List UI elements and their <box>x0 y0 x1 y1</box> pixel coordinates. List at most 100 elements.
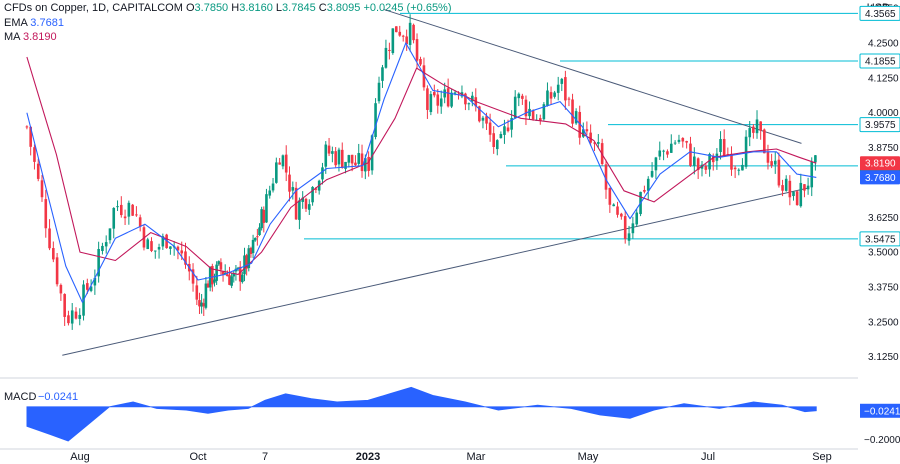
y-tick-label: 3.6250 <box>868 213 899 224</box>
candle-body <box>260 209 263 229</box>
candle-body <box>238 266 242 282</box>
low-value: 3.7845 <box>282 2 316 14</box>
candle-body <box>773 160 777 165</box>
x-tick-label: May <box>578 451 599 463</box>
candle-body <box>646 178 650 191</box>
candle-body <box>654 157 658 171</box>
candle-body <box>350 154 354 164</box>
high-label: H <box>231 2 240 14</box>
candle-body <box>467 103 471 105</box>
candle-body <box>44 199 48 229</box>
y-tick-label: 3.5000 <box>868 248 899 259</box>
level-price-label: 4.1855 <box>865 57 896 68</box>
ma-legend[interactable]: MA 3.8190 <box>4 31 57 43</box>
open-value: 3.7850 <box>194 2 229 14</box>
candle-body <box>67 315 70 324</box>
close-value: 3.8095 <box>326 2 361 14</box>
macd-area <box>26 386 817 442</box>
candle-body <box>781 185 784 191</box>
candle-body <box>495 140 499 150</box>
candle-body <box>733 167 737 170</box>
candle-body <box>578 111 582 138</box>
level-price-label: 3.5475 <box>865 234 896 245</box>
candle-body <box>681 138 685 142</box>
indicator-price-label-bg <box>860 156 900 171</box>
candle-body <box>810 162 814 188</box>
candle-body <box>627 233 631 241</box>
candle-body <box>146 239 150 250</box>
candle-body <box>538 118 542 121</box>
candle-body <box>135 214 138 216</box>
candle-body <box>567 98 571 100</box>
candle-body <box>219 262 223 270</box>
candle-body <box>784 178 788 191</box>
candle-body <box>184 251 187 265</box>
candle-body <box>278 162 281 165</box>
candle-body <box>401 35 405 37</box>
candle-body <box>542 104 546 120</box>
ma-value: 3.8190 <box>22 31 57 43</box>
candle-body <box>127 202 131 217</box>
candle-body <box>364 158 367 172</box>
candle-body <box>153 250 157 252</box>
candle-body <box>25 126 29 128</box>
candle-body <box>211 266 214 285</box>
x-tick-label: 2023 <box>356 451 380 463</box>
candle-body <box>198 300 201 307</box>
candle-body <box>685 141 688 143</box>
candle-body <box>204 283 208 308</box>
candle-body <box>408 22 412 45</box>
candle-body <box>89 286 93 291</box>
candle-body <box>265 194 268 223</box>
symbol-line: CFDs on Copper, 1D, CAPITALCOM <box>4 2 183 14</box>
level-price-label: 3.9575 <box>865 120 896 131</box>
candle-body <box>503 126 506 135</box>
close-label: C <box>318 2 327 14</box>
candle-body <box>381 67 384 81</box>
candle-body <box>608 187 612 205</box>
candle-body <box>112 207 116 229</box>
candle-body <box>792 191 795 197</box>
candle-body <box>443 89 446 98</box>
candle-body <box>730 153 733 170</box>
candle-body <box>249 247 253 255</box>
candle-body <box>108 228 112 241</box>
open-label: O <box>185 2 195 14</box>
candle-body <box>604 164 608 190</box>
candle-body <box>97 249 100 277</box>
candle-body <box>232 273 236 277</box>
candle-body <box>415 39 419 61</box>
candle-body <box>228 275 231 285</box>
candle-body <box>623 216 627 239</box>
candle-body <box>528 108 531 117</box>
candle-body <box>377 82 381 102</box>
chart-header: CFDs on Copper, 1D, CAPITALCOM O3.7850 H… <box>4 2 452 14</box>
candle-body <box>620 213 623 217</box>
candle-body <box>560 78 564 84</box>
candle-body <box>485 116 488 124</box>
candle-body <box>741 164 744 171</box>
macd-axis-label-bg <box>860 403 900 418</box>
candle-body <box>446 88 450 107</box>
candle-body <box>131 204 134 216</box>
candle-body <box>202 303 206 307</box>
candle-body <box>726 153 730 155</box>
level-price-label: 4.3565 <box>865 9 896 20</box>
level-price-label-bg <box>859 231 900 247</box>
candle-body <box>52 248 55 260</box>
candle-body <box>226 274 229 277</box>
ema-value: 3.7681 <box>30 17 64 29</box>
candle-body <box>777 159 781 186</box>
candle-body <box>347 155 351 163</box>
ema-legend[interactable]: EMA 3.7681 <box>4 17 64 29</box>
candle-body <box>275 162 278 183</box>
candle-body <box>33 147 36 162</box>
candle-body <box>40 180 44 198</box>
candle-body <box>150 241 153 252</box>
candle-body <box>180 250 184 254</box>
x-tick-label: Oct <box>189 451 206 463</box>
candle-body <box>693 156 696 166</box>
y-tick-label: 3.8750 <box>868 143 899 154</box>
x-tick-label: Mar <box>467 451 486 463</box>
